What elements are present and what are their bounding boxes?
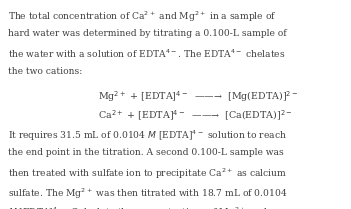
Text: $M$ [EDTA]$^{4-}$. Calculate the concentrations of Mg$^{2+}$ and: $M$ [EDTA]$^{4-}$. Calculate the concent… <box>8 205 268 209</box>
Text: hard water was determined by titrating a 0.100-L sample of: hard water was determined by titrating a… <box>8 29 286 38</box>
Text: then treated with sulfate ion to precipitate Ca$^{2+}$ as calcium: then treated with sulfate ion to precipi… <box>8 167 287 181</box>
Text: Ca$^{2+}$ + [EDTA]$^{4-}$  ——→  [Ca(EDTA)]$^{2-}$: Ca$^{2+}$ + [EDTA]$^{4-}$ ——→ [Ca(EDTA)]… <box>98 109 293 123</box>
Text: the two cations:: the two cations: <box>8 67 82 76</box>
Text: It requires 31.5 mL of 0.0104 $M$ [EDTA]$^{4-}$ solution to reach: It requires 31.5 mL of 0.0104 $M$ [EDTA]… <box>8 129 286 143</box>
Text: Mg$^{2+}$ + [EDTA]$^{4-}$  ——→  [Mg(EDTA)]$^{2-}$: Mg$^{2+}$ + [EDTA]$^{4-}$ ——→ [Mg(EDTA)]… <box>98 90 299 104</box>
Text: the end point in the titration. A second 0.100-L sample was: the end point in the titration. A second… <box>8 148 284 157</box>
Text: the water with a solution of EDTA$^{4-}$. The EDTA$^{4-}$ chelates: the water with a solution of EDTA$^{4-}$… <box>8 48 285 60</box>
Text: The total concentration of Ca$^{2+}$ and Mg$^{2+}$ in a sample of: The total concentration of Ca$^{2+}$ and… <box>8 9 276 24</box>
Text: sulfate. The Mg$^{2+}$ was then titrated with 18.7 mL of 0.0104: sulfate. The Mg$^{2+}$ was then titrated… <box>8 186 287 201</box>
